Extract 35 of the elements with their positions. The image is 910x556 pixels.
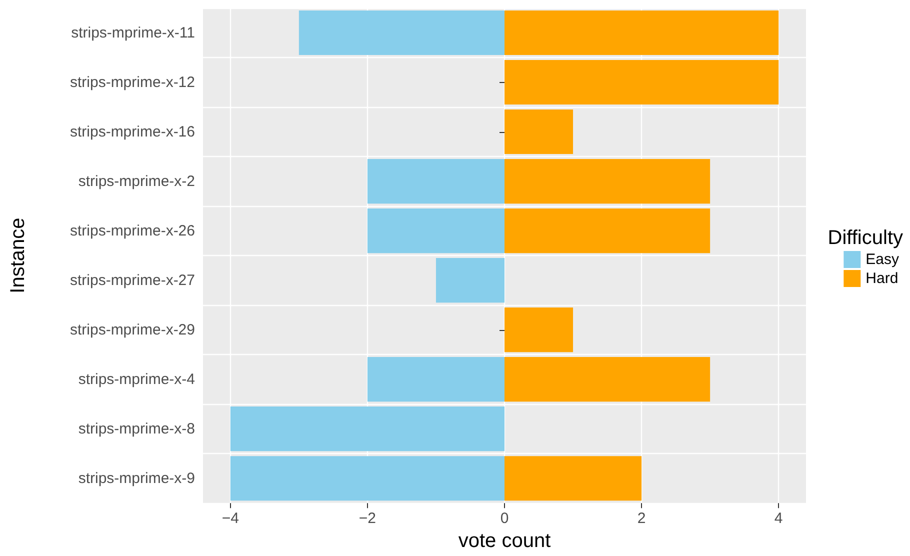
y-tick-label: strips-mprime-x-11 <box>71 24 195 42</box>
y-tick-label: strips-mprime-x-27 <box>70 272 195 289</box>
y-tick-label: strips-mprime-x-9 <box>78 470 195 487</box>
bar <box>504 308 574 352</box>
bar <box>436 258 504 303</box>
y-tick-label: strips-mprime-x-29 <box>70 321 195 338</box>
bar <box>504 159 710 204</box>
bar <box>230 406 504 452</box>
x-tick-label: 4 <box>774 510 783 528</box>
y-tick-label: strips-mprime-x-2 <box>78 172 195 190</box>
bar <box>504 357 710 402</box>
y-tick-label: strips-mprime-x-4 <box>78 370 195 388</box>
x-tick-label: 0 <box>500 510 509 528</box>
bar <box>367 159 504 204</box>
bar <box>298 10 504 56</box>
bar <box>230 456 504 501</box>
x-tick-label: −4 <box>222 510 239 528</box>
bar <box>504 10 779 56</box>
y-axis-title: Instance <box>7 218 29 294</box>
legend-title: Difficulty <box>828 227 904 249</box>
legend-label: Hard <box>866 270 898 287</box>
legend-label: Easy <box>866 251 900 268</box>
y-tick-label: strips-mprime-x-16 <box>70 123 195 140</box>
bar <box>504 109 574 154</box>
bar <box>367 357 504 402</box>
y-tick-label: strips-mprime-x-8 <box>78 420 195 438</box>
x-tick-label: −2 <box>358 510 376 528</box>
y-tick-label: strips-mprime-x-26 <box>70 222 195 240</box>
bar <box>504 208 710 254</box>
bar <box>504 456 642 501</box>
x-axis-title: vote count <box>458 530 552 552</box>
bar <box>367 208 504 254</box>
bar <box>504 60 779 105</box>
x-tick-label: 2 <box>637 510 646 528</box>
y-tick-label: strips-mprime-x-12 <box>70 74 195 91</box>
